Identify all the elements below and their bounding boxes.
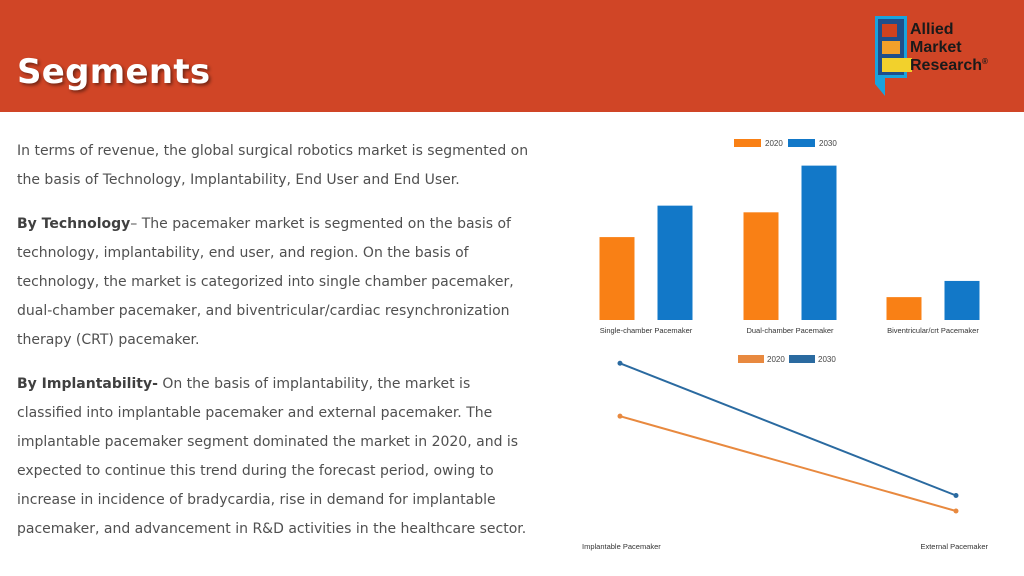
header-banner: Segments Allied Market Research® <box>0 0 1024 112</box>
x-tick-label-0: Implantable Pacemaker <box>582 542 661 551</box>
bar-2020-1 <box>743 212 779 320</box>
bar-2020-2 <box>886 297 922 320</box>
point-2030-1 <box>953 493 959 498</box>
logo-text-research-word: Research <box>910 57 983 74</box>
implantability-heading: By Implantability- <box>17 376 158 392</box>
logo-mark-icon <box>875 16 912 96</box>
legend-label-2030: 2030 <box>819 139 837 148</box>
bar-2030-0 <box>657 205 693 320</box>
page-title: Segments <box>17 52 211 92</box>
bar-2020-0 <box>599 237 635 320</box>
logo-text-allied: Allied <box>910 21 954 38</box>
point-2020-0 <box>617 413 623 419</box>
company-logo: Allied Market Research® <box>873 12 1021 98</box>
series-line-2030 <box>619 362 957 497</box>
legend-swatch-2020 <box>734 139 761 147</box>
body-text: In terms of revenue, the global surgical… <box>17 137 537 559</box>
x-tick-label-2: Biventricular/crt Pacemaker <box>887 326 979 335</box>
technology-text: – The pacemaker market is segmented on t… <box>17 216 514 348</box>
implantability-line-chart: 2020 2030 Implantable Pacemaker External Pa… <box>582 355 989 551</box>
point-2020-1 <box>953 508 959 514</box>
registered-mark: ® <box>982 57 988 66</box>
technology-heading: By Technology <box>17 216 131 232</box>
technology-bar-chart: 2020 2030 Single-chamber Pacemaker Dual-cha… <box>599 139 980 335</box>
legend-label-2030: 2030 <box>818 355 836 364</box>
bar-2030-1 <box>801 165 837 320</box>
x-tick-label-0: Single-chamber Pacemaker <box>600 326 693 335</box>
x-tick-label-1: External Pacemaker <box>920 542 988 551</box>
legend-label-2020: 2020 <box>767 355 785 364</box>
technology-paragraph: By Technology– The pacemaker market is s… <box>17 210 537 355</box>
legend-label-2020: 2020 <box>765 139 783 148</box>
logo-text-research: Research® <box>910 58 988 74</box>
legend-swatch-2030 <box>788 139 815 147</box>
point-2030-0 <box>617 360 623 366</box>
logo-text-market: Market <box>910 39 962 56</box>
implantability-paragraph: By Implantability- On the basis of impla… <box>17 370 537 544</box>
intro-paragraph: In terms of revenue, the global surgical… <box>17 143 529 188</box>
x-tick-label-1: Dual-chamber Pacemaker <box>746 326 834 335</box>
legend-swatch-2020 <box>738 355 764 363</box>
implantability-text: On the basis of implantability, the mark… <box>17 376 527 537</box>
legend-swatch-2030 <box>789 355 815 363</box>
bar-2030-2 <box>944 280 980 320</box>
series-line-2020 <box>619 415 957 512</box>
